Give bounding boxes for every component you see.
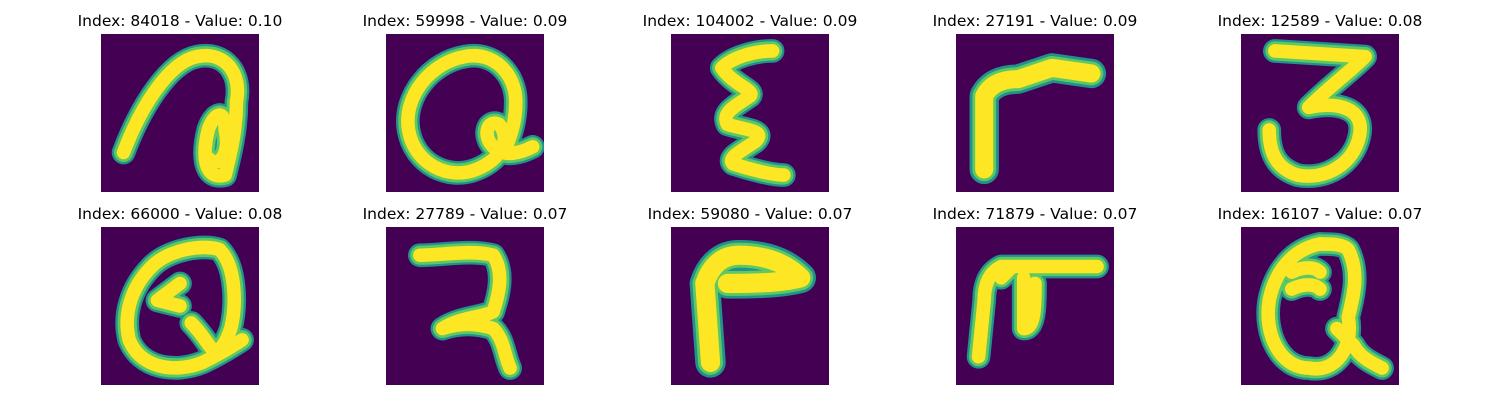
panel-title: Index: 66000 - Value: 0.08 (77, 205, 283, 223)
panel-title: Index: 104002 - Value: 0.09 (642, 12, 858, 30)
grid-panel: Index: 71879 - Value: 0.07 (885, 193, 1185, 385)
digit-image (101, 34, 259, 192)
digit-image (1241, 34, 1399, 192)
grid-panel: Index: 59080 - Value: 0.07 (600, 193, 900, 385)
panel-title: Index: 16107 - Value: 0.07 (1217, 205, 1423, 223)
panel-title: Index: 84018 - Value: 0.10 (77, 12, 283, 30)
digit-image (386, 227, 544, 385)
panel-title: Index: 71879 - Value: 0.07 (932, 205, 1138, 223)
grid-panel: Index: 59998 - Value: 0.09 (315, 0, 615, 192)
grid-panel: Index: 66000 - Value: 0.08 (30, 193, 330, 385)
panel-title: Index: 27191 - Value: 0.09 (932, 12, 1138, 30)
panel-title: Index: 12589 - Value: 0.08 (1217, 12, 1423, 30)
panel-title: Index: 59080 - Value: 0.07 (647, 205, 853, 223)
grid-panel: Index: 12589 - Value: 0.08 (1170, 0, 1470, 192)
grid-panel: Index: 84018 - Value: 0.10 (30, 0, 330, 192)
digit-image (956, 34, 1114, 192)
digit-image (101, 227, 259, 385)
grid-panel: Index: 27789 - Value: 0.07 (315, 193, 615, 385)
grid-panel: Index: 27191 - Value: 0.09 (885, 0, 1185, 192)
digit-image (386, 34, 544, 192)
digit-image (671, 34, 829, 192)
digit-image (956, 227, 1114, 385)
digit-image (1241, 227, 1399, 385)
panel-title: Index: 59998 - Value: 0.09 (362, 12, 568, 30)
panel-title: Index: 27789 - Value: 0.07 (362, 205, 568, 223)
digit-image (671, 227, 829, 385)
grid-panel: Index: 104002 - Value: 0.09 (600, 0, 900, 192)
grid-panel: Index: 16107 - Value: 0.07 (1170, 193, 1470, 385)
